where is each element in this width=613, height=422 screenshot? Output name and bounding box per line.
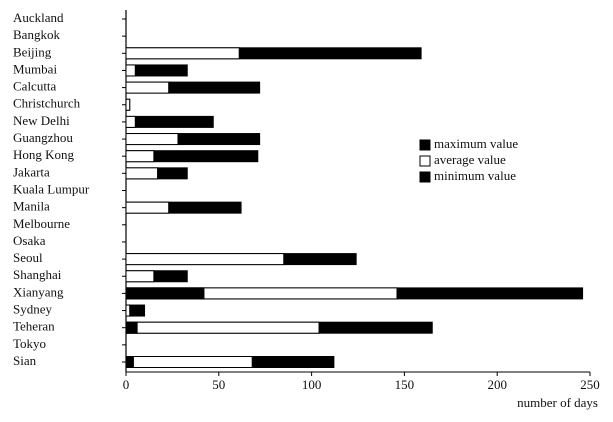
bar bbox=[125, 356, 134, 368]
bar bbox=[125, 321, 138, 334]
x-axis-label: number of days bbox=[517, 395, 598, 410]
y-tick-label: Seoul bbox=[13, 250, 43, 265]
x-tick-label: 50 bbox=[212, 377, 225, 392]
bar bbox=[125, 356, 253, 368]
y-tick-label: Melbourne bbox=[13, 216, 70, 231]
x-tick-label: 0 bbox=[123, 377, 130, 392]
legend-label: minimum value bbox=[434, 168, 516, 183]
x-tick-label: 150 bbox=[395, 377, 415, 392]
legend-label: average value bbox=[434, 152, 506, 167]
bar bbox=[125, 133, 179, 146]
y-tick-label: Calcutta bbox=[13, 79, 57, 94]
bar bbox=[125, 167, 159, 180]
y-tick-label: Beijing bbox=[13, 44, 52, 59]
bar bbox=[125, 98, 131, 111]
y-tick-label: Shanghai bbox=[13, 267, 62, 282]
bar bbox=[125, 150, 155, 163]
y-tick-label: Sydney bbox=[13, 302, 53, 317]
y-tick-label: Guangzhou bbox=[13, 130, 73, 145]
bar bbox=[125, 287, 205, 300]
legend-swatch bbox=[419, 139, 431, 151]
legend-swatch bbox=[419, 155, 431, 167]
y-tick-label: Auckland bbox=[13, 10, 64, 25]
y-tick-label: Jakarta bbox=[13, 164, 50, 179]
bar bbox=[125, 115, 214, 128]
y-tick-label: Xianyang bbox=[13, 284, 64, 299]
y-tick-label: Mumbai bbox=[13, 61, 57, 76]
y-tick-label: Manila bbox=[13, 199, 50, 214]
x-tick-label: 250 bbox=[580, 377, 600, 392]
bar bbox=[125, 304, 131, 317]
bar bbox=[125, 47, 240, 60]
bar bbox=[125, 270, 155, 283]
y-tick-label: Bangkok bbox=[13, 27, 60, 42]
bar bbox=[125, 81, 170, 94]
y-tick-label: Tokyo bbox=[13, 336, 46, 351]
y-tick-label: Sian bbox=[13, 353, 37, 368]
legend-label: maximum value bbox=[434, 136, 518, 151]
y-tick-label: Kuala Lumpur bbox=[13, 181, 90, 196]
bar bbox=[125, 253, 285, 266]
y-tick-label: Christchurch bbox=[13, 96, 81, 111]
bar bbox=[125, 115, 136, 128]
x-tick-label: 100 bbox=[302, 377, 322, 392]
legend-swatch bbox=[419, 171, 431, 183]
bar bbox=[125, 321, 320, 334]
y-tick-label: Hong Kong bbox=[13, 147, 75, 162]
x-tick-label: 200 bbox=[487, 377, 507, 392]
bar bbox=[125, 201, 170, 214]
y-tick-label: Osaka bbox=[13, 233, 46, 248]
y-tick-label: New Delhi bbox=[13, 113, 70, 128]
bar bbox=[125, 64, 136, 77]
y-tick-label: Teheran bbox=[13, 319, 55, 334]
